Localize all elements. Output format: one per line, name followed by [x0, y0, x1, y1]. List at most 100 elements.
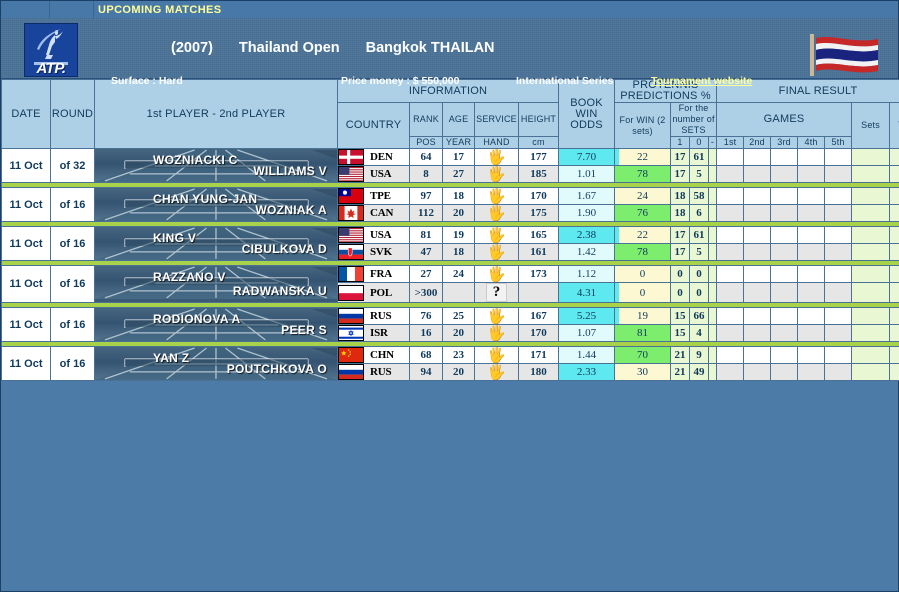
game-score-5th[interactable] [824, 282, 853, 303]
player-1-name[interactable]: RODIONOVA A [153, 312, 241, 326]
game-score-2nd[interactable] [743, 148, 772, 166]
table-row[interactable]: 11 Oct of 16 KING V CIBULKOVA D USA 81 19 🖐 165 2… [1, 226, 899, 261]
player-1-name[interactable]: CHAN YUNG-JAN [153, 192, 258, 206]
game-score-2nd[interactable] [743, 204, 772, 222]
game-score-2nd[interactable] [743, 346, 772, 364]
game-score-4th[interactable] [797, 282, 826, 303]
table-row[interactable]: CAN 112 20 🖐 175 1.90 76 18 6 [2, 204, 899, 222]
player-2-name[interactable]: POUTCHKOVA O [226, 362, 327, 376]
game-score-2nd[interactable] [743, 165, 772, 183]
game-score-5th[interactable] [824, 363, 853, 381]
final-sets-value[interactable] [851, 346, 891, 364]
game-score-5th[interactable] [824, 204, 853, 222]
game-score-4th[interactable] [797, 187, 826, 205]
game-score-5th[interactable] [824, 243, 853, 261]
game-score-3rd[interactable] [770, 204, 799, 222]
tip-value[interactable] [889, 324, 899, 342]
player-1-name[interactable]: KING V [153, 231, 197, 245]
game-score-1st[interactable] [716, 307, 745, 325]
game-score-4th[interactable] [797, 226, 826, 244]
final-sets-value[interactable] [851, 148, 891, 166]
table-row[interactable]: SVK 47 18 🖐 161 1.42 78 17 5 [2, 243, 899, 261]
game-score-2nd[interactable] [743, 187, 772, 205]
game-score-2nd[interactable] [743, 243, 772, 261]
game-score-2nd[interactable] [743, 282, 772, 303]
game-score-4th[interactable] [797, 265, 826, 283]
tip-value[interactable] [889, 243, 899, 261]
tip-value[interactable] [889, 187, 899, 205]
game-score-3rd[interactable] [770, 324, 799, 342]
player-2-name[interactable]: RADWANSKA U [232, 284, 327, 298]
table-row[interactable]: ISR 16 20 🖐 170 1.07 81 15 4 [2, 324, 899, 342]
players-cell[interactable]: CHAN YUNG-JAN WOZNIAK A [94, 187, 338, 222]
final-sets-value[interactable] [851, 204, 891, 222]
game-score-5th[interactable] [824, 165, 853, 183]
game-score-5th[interactable] [824, 346, 853, 364]
game-score-3rd[interactable] [770, 265, 799, 283]
tip-value[interactable] [889, 346, 899, 364]
player-1-name[interactable]: YAN Z [153, 351, 190, 365]
game-score-2nd[interactable] [743, 307, 772, 325]
player-2-name[interactable]: WOZNIAK A [255, 203, 327, 217]
game-score-1st[interactable] [716, 346, 745, 364]
player-2-name[interactable]: CIBULKOVA D [241, 242, 327, 256]
game-score-1st[interactable] [716, 324, 745, 342]
table-row[interactable]: 11 Oct of 16 CHAN YUNG-JAN WOZNIAK A TPE 97 18… [1, 187, 899, 222]
game-score-4th[interactable] [797, 148, 826, 166]
game-score-4th[interactable] [797, 363, 826, 381]
game-score-1st[interactable] [716, 204, 745, 222]
game-score-5th[interactable] [824, 187, 853, 205]
game-score-5th[interactable] [824, 148, 853, 166]
final-sets-value[interactable] [851, 165, 891, 183]
players-cell[interactable]: YAN Z POUTCHKOVA O [94, 346, 338, 381]
players-cell[interactable]: KING V CIBULKOVA D [94, 226, 338, 261]
player-2-name[interactable]: PEER S [281, 323, 327, 337]
table-row[interactable]: RUS 94 20 🖐 180 2.33 30 21 49 [2, 363, 899, 381]
table-row[interactable]: USA 8 27 🖐 185 1.01 78 17 5 [2, 165, 899, 183]
game-score-3rd[interactable] [770, 165, 799, 183]
final-sets-value[interactable] [851, 226, 891, 244]
game-score-1st[interactable] [716, 243, 745, 261]
game-score-1st[interactable] [716, 265, 745, 283]
table-row[interactable]: 11 Oct of 16 RODIONOVA A PEER S RUS 76 25 🖐 167 5… [1, 307, 899, 342]
tip-value[interactable] [889, 307, 899, 325]
tip-value[interactable] [889, 226, 899, 244]
tip-value[interactable] [889, 282, 899, 303]
tip-value[interactable] [889, 204, 899, 222]
game-score-4th[interactable] [797, 204, 826, 222]
game-score-1st[interactable] [716, 363, 745, 381]
players-cell[interactable]: RAZZANO V RADWANSKA U [94, 265, 338, 303]
game-score-1st[interactable] [716, 187, 745, 205]
game-score-3rd[interactable] [770, 282, 799, 303]
tip-value[interactable] [889, 148, 899, 166]
game-score-2nd[interactable] [743, 265, 772, 283]
player-1-name[interactable]: WOZNIACKI C [153, 153, 238, 167]
game-score-1st[interactable] [716, 148, 745, 166]
game-score-3rd[interactable] [770, 243, 799, 261]
players-cell[interactable]: WOZNIACKI C WILLIAMS V [94, 148, 338, 183]
game-score-2nd[interactable] [743, 324, 772, 342]
game-score-3rd[interactable] [770, 187, 799, 205]
final-sets-value[interactable] [851, 187, 891, 205]
tournament-website-link[interactable]: Tournament website [651, 75, 753, 87]
game-score-1st[interactable] [716, 226, 745, 244]
game-score-3rd[interactable] [770, 307, 799, 325]
player-2-name[interactable]: WILLIAMS V [253, 164, 327, 178]
player-1-name[interactable]: RAZZANO V [153, 270, 226, 284]
game-score-1st[interactable] [716, 282, 745, 303]
game-score-3rd[interactable] [770, 226, 799, 244]
final-sets-value[interactable] [851, 307, 891, 325]
final-sets-value[interactable] [851, 324, 891, 342]
game-score-4th[interactable] [797, 346, 826, 364]
game-score-2nd[interactable] [743, 363, 772, 381]
game-score-5th[interactable] [824, 324, 853, 342]
game-score-3rd[interactable] [770, 148, 799, 166]
table-row[interactable]: POL >300? 4.31 0 0 0 [2, 282, 899, 303]
game-score-4th[interactable] [797, 307, 826, 325]
table-row[interactable]: 11 Oct of 32 WOZNIACKI C WILLIAMS V DEN 64 17 🖐… [1, 148, 899, 183]
players-cell[interactable]: RODIONOVA A PEER S [94, 307, 338, 342]
game-score-5th[interactable] [824, 265, 853, 283]
final-sets-value[interactable] [851, 282, 891, 303]
game-score-3rd[interactable] [770, 363, 799, 381]
final-sets-value[interactable] [851, 363, 891, 381]
